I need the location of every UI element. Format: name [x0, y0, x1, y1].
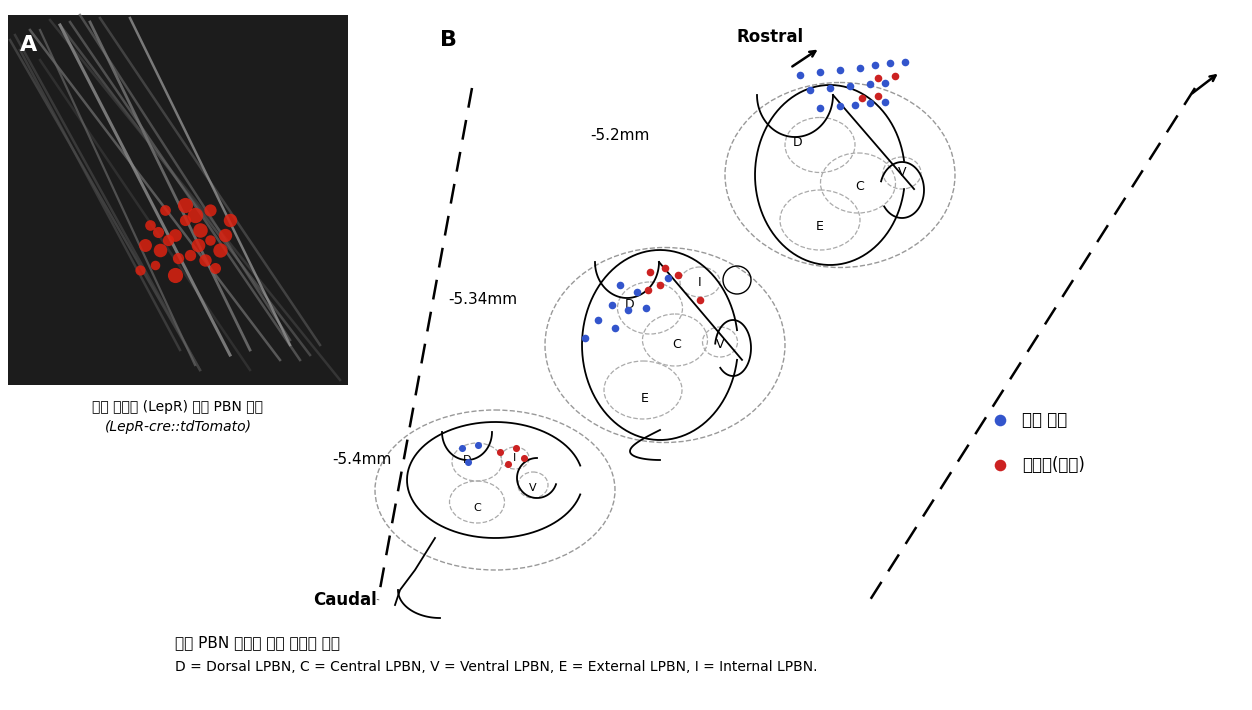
- Point: [875, 97, 895, 108]
- Point: [458, 457, 478, 468]
- Point: [498, 459, 518, 470]
- Point: [990, 459, 1010, 471]
- Text: -5.4mm: -5.4mm: [332, 452, 392, 467]
- Point: [155, 204, 175, 216]
- Point: [627, 286, 647, 297]
- Point: [168, 252, 188, 263]
- Point: [145, 259, 165, 271]
- Point: [800, 84, 820, 96]
- Point: [868, 72, 888, 84]
- Point: [880, 58, 900, 69]
- Text: E: E: [816, 221, 824, 234]
- Point: [515, 452, 535, 464]
- Point: [185, 209, 205, 221]
- Text: C: C: [473, 503, 481, 513]
- Text: -5.2mm: -5.2mm: [590, 128, 650, 143]
- Point: [158, 234, 178, 246]
- Point: [175, 200, 195, 211]
- Point: [990, 415, 1010, 426]
- Point: [636, 302, 656, 314]
- Point: [205, 262, 225, 273]
- Point: [468, 439, 488, 451]
- Text: E: E: [641, 391, 649, 405]
- Point: [840, 80, 860, 92]
- Point: [895, 56, 915, 67]
- Point: [860, 78, 880, 89]
- Point: [830, 65, 850, 76]
- Text: C: C: [855, 180, 864, 194]
- Point: [610, 279, 630, 290]
- Point: [810, 102, 830, 114]
- Text: V: V: [898, 167, 906, 180]
- Point: [790, 70, 810, 81]
- Point: [575, 332, 595, 344]
- Point: [865, 60, 885, 71]
- Point: [885, 70, 905, 82]
- Point: [190, 224, 210, 236]
- Text: A: A: [20, 35, 38, 55]
- Text: 외측 PBN 뉴런에 대한 렉틴의 효과: 외측 PBN 뉴런에 대한 렉틴의 효과: [175, 635, 341, 650]
- Point: [210, 244, 230, 256]
- Text: Rostral: Rostral: [736, 28, 804, 46]
- Point: [868, 90, 888, 102]
- Point: [602, 300, 622, 311]
- Point: [860, 97, 880, 109]
- Point: [830, 100, 850, 111]
- Point: [506, 442, 526, 454]
- Text: 과분극(억제): 과분극(억제): [1022, 456, 1085, 474]
- Text: D: D: [625, 298, 635, 312]
- Point: [180, 249, 200, 261]
- Point: [150, 244, 170, 256]
- Point: [195, 254, 215, 266]
- Point: [130, 264, 150, 275]
- Text: (LepR-cre::tdTomato): (LepR-cre::tdTomato): [104, 420, 252, 434]
- Text: D = Dorsal LPBN, C = Central LPBN, V = Ventral LPBN, E = External LPBN, I = Inte: D = Dorsal LPBN, C = Central LPBN, V = V…: [175, 660, 818, 674]
- Point: [639, 284, 659, 295]
- Point: [875, 77, 895, 89]
- Point: [165, 269, 185, 280]
- Point: [820, 82, 840, 94]
- Text: V: V: [530, 483, 537, 493]
- Text: V: V: [716, 339, 724, 351]
- Point: [851, 92, 871, 104]
- Point: [650, 279, 670, 290]
- Text: D: D: [463, 455, 471, 465]
- Text: D: D: [794, 136, 803, 150]
- Text: I: I: [699, 275, 702, 288]
- Point: [669, 269, 689, 280]
- Bar: [8, 15, 348, 385]
- Point: [618, 305, 639, 316]
- Point: [148, 226, 168, 238]
- Text: 렉틴 수용체 (LepR) 발현 PBN 뉴런: 렉틴 수용체 (LepR) 발현 PBN 뉴런: [93, 400, 263, 414]
- Point: [188, 239, 208, 251]
- Text: B: B: [439, 30, 457, 50]
- Point: [845, 99, 865, 111]
- Point: [640, 266, 660, 278]
- Point: [588, 315, 608, 326]
- Point: [140, 219, 160, 231]
- Point: [690, 295, 710, 306]
- Text: 효과 없음: 효과 없음: [1022, 411, 1067, 429]
- Point: [655, 262, 675, 273]
- Text: Caudal: Caudal: [313, 591, 377, 609]
- Point: [200, 234, 220, 246]
- Point: [659, 273, 679, 284]
- Point: [215, 229, 235, 241]
- Point: [165, 229, 185, 241]
- Point: [175, 214, 195, 226]
- Point: [135, 239, 155, 251]
- Point: [452, 442, 472, 454]
- Point: [605, 322, 625, 334]
- Text: C: C: [672, 339, 681, 351]
- Point: [220, 214, 240, 226]
- Point: [490, 447, 510, 458]
- Text: I: I: [513, 453, 517, 463]
- Text: -5.34mm: -5.34mm: [448, 293, 517, 307]
- Point: [850, 62, 870, 74]
- Point: [810, 66, 830, 77]
- Point: [200, 204, 220, 216]
